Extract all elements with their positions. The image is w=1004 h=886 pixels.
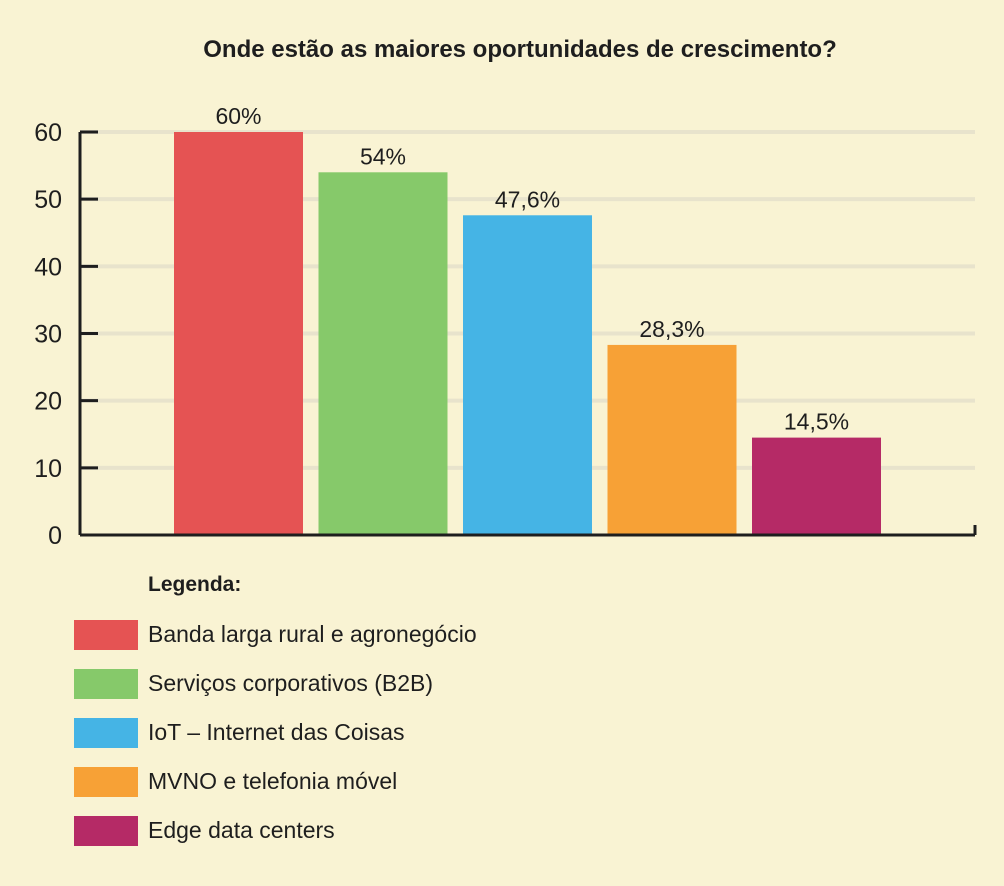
legend-item-iot: IoT – Internet das Coisas bbox=[74, 716, 674, 749]
axes: 0 10 20 30 40 50 60 bbox=[34, 119, 977, 550]
legend-swatch bbox=[74, 619, 138, 650]
bar-data-label: 14,5% bbox=[784, 409, 849, 435]
legend-item-mvno: MVNO e telefonia móvel bbox=[74, 765, 674, 798]
bar-data-label: 28,3% bbox=[639, 316, 704, 342]
bar bbox=[752, 437, 881, 535]
bar-data-label: 60% bbox=[215, 103, 261, 129]
bar-chart: Onde estão as maiores oportunidades de c… bbox=[34, 36, 977, 550]
legend-swatch bbox=[74, 717, 138, 748]
bar bbox=[463, 215, 592, 535]
y-tick-label: 60 bbox=[34, 119, 62, 147]
y-tick-label: 0 bbox=[48, 522, 62, 550]
legend-item-edge: Edge data centers bbox=[74, 814, 674, 847]
y-tick-label: 50 bbox=[34, 186, 62, 214]
y-tick-label: 10 bbox=[34, 455, 62, 483]
legend-swatch bbox=[74, 766, 138, 797]
bar-data-label: 47,6% bbox=[495, 186, 560, 212]
legend-title: Legenda: bbox=[148, 573, 242, 596]
bar-data-label: 54% bbox=[360, 143, 406, 169]
legend-item-b2b: Serviços corporativos (B2B) bbox=[74, 667, 674, 700]
legend-swatch bbox=[74, 815, 138, 846]
legend: Legenda: Banda larga rural e agronegócio… bbox=[74, 568, 674, 847]
bar bbox=[607, 344, 737, 535]
legend-swatch bbox=[74, 668, 138, 699]
y-tick-label: 40 bbox=[34, 253, 62, 281]
y-tick-label: 30 bbox=[34, 321, 62, 349]
chart-title: Onde estão as maiores oportunidades de c… bbox=[203, 36, 837, 63]
legend-item-banda-larga: Banda larga rural e agronegócio bbox=[74, 618, 674, 651]
bars: 60% 54% 47,6% 28,3% 14,5% bbox=[174, 103, 881, 536]
legend-label: MVNO e telefonia móvel bbox=[148, 768, 398, 794]
legend-label: Edge data centers bbox=[148, 817, 335, 843]
legend-label: Banda larga rural e agronegócio bbox=[148, 621, 477, 647]
legend-label: IoT – Internet das Coisas bbox=[148, 719, 405, 745]
legend-label: Serviços corporativos (B2B) bbox=[148, 670, 434, 696]
y-tick-label: 20 bbox=[34, 388, 62, 416]
bar bbox=[318, 172, 448, 536]
bar bbox=[174, 132, 303, 535]
